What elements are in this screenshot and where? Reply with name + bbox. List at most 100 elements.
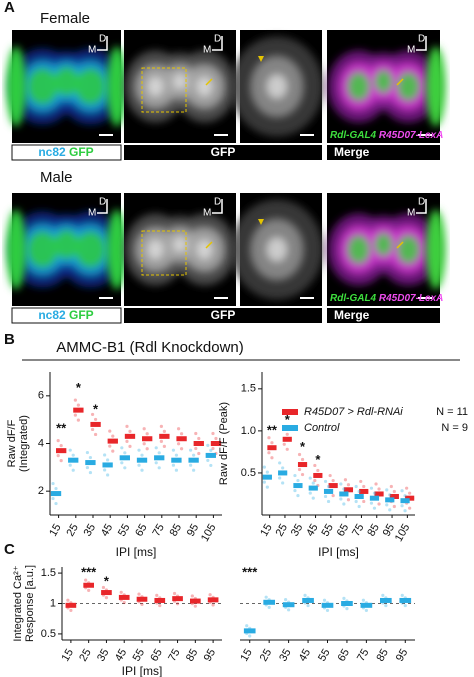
trial-dot (140, 468, 144, 472)
signal (196, 239, 213, 260)
trial-dot (172, 591, 177, 596)
trial-dot (316, 468, 320, 473)
mean-bar (359, 488, 369, 494)
legend-label: Control (304, 422, 340, 434)
trial-dot (262, 465, 266, 469)
significance: * (104, 574, 110, 589)
trial-dot (206, 443, 210, 448)
y-tick-label: 6 (38, 390, 44, 402)
micrograph-signal (230, 36, 323, 137)
significance: * (315, 452, 321, 467)
mean-bar (50, 491, 62, 497)
trial-dot (282, 442, 286, 446)
trial-dot (145, 447, 149, 451)
trial-dot (346, 483, 351, 487)
trial-dot (125, 424, 129, 428)
trial-dot (176, 442, 181, 446)
mean-bar (389, 493, 399, 499)
trial-dot (140, 453, 144, 457)
mean-bar (159, 433, 170, 439)
y-axis-label: (Integrated) (18, 415, 30, 472)
signal (53, 67, 80, 96)
signal (266, 74, 287, 99)
signal (347, 72, 370, 101)
trial-dot (111, 449, 115, 453)
x-tick-label: 55 (319, 522, 336, 539)
caption: Merge (334, 145, 370, 159)
trial-dot (326, 484, 331, 489)
trial-dot (51, 496, 55, 501)
trial-dot (342, 502, 346, 506)
trial-dot (293, 488, 297, 493)
x-axis-label: IPI [ms] (122, 664, 163, 677)
trial-dot (93, 432, 98, 437)
trial-dot (179, 432, 184, 436)
merge-label: Rdl-GAL4 R45D07-LexA (330, 293, 443, 304)
x-tick-label: 95 (381, 522, 398, 539)
trial-dot (155, 593, 159, 597)
trial-dot (88, 455, 93, 460)
mean-bar (380, 597, 392, 603)
y-tick-label: 4 (38, 437, 44, 449)
mean-bar (101, 590, 112, 596)
mean-bar (176, 436, 187, 442)
trial-dot (306, 603, 310, 608)
trial-dot (56, 439, 60, 443)
mean-bar (293, 483, 303, 489)
trial-dot (106, 473, 110, 477)
trial-dot (285, 432, 289, 436)
trial-dot (328, 473, 332, 478)
trial-dot (140, 602, 144, 606)
trial-dot (342, 487, 346, 491)
x-tick-label: 25 (77, 647, 94, 664)
signal (173, 73, 187, 90)
trial-dot (285, 447, 289, 451)
trial-dot (357, 504, 361, 509)
caption: nc82 GFP (38, 145, 93, 159)
trial-dot (162, 429, 166, 433)
caption: GFP (211, 308, 236, 322)
signal (27, 231, 58, 268)
x-tick-label: 65 (335, 522, 352, 539)
trial-dot (408, 506, 412, 510)
x-tick-label: 15 (47, 522, 64, 539)
x-tick-label: 35 (289, 522, 306, 539)
trial-dot (120, 446, 124, 450)
micrograph-signal (124, 213, 236, 286)
trial-dot (372, 506, 377, 510)
mean-bar (154, 455, 165, 461)
trial-dot (385, 488, 389, 492)
significance: * (76, 380, 82, 395)
mean-bar (118, 594, 130, 600)
x-tick-label: 85 (365, 522, 382, 539)
trial-dot (308, 491, 312, 495)
x-tick-label: 75 (355, 647, 372, 664)
significance: ** (267, 422, 278, 437)
y-axis-label: Integrated Ca²⁺ (12, 565, 24, 641)
trial-dot (208, 593, 212, 597)
trial-dot (71, 468, 75, 472)
trial-dot (189, 463, 193, 467)
y-tick-label: 1.0 (241, 425, 256, 437)
trial-dot (346, 498, 351, 502)
trial-dot (405, 486, 409, 490)
arrow (396, 241, 404, 249)
legend-label: R45D07 > Rdl-RNAi (304, 406, 403, 418)
legend-swatch (282, 409, 298, 415)
panel-label: B (4, 331, 15, 348)
arrow (205, 241, 213, 249)
x-tick-label: 105 (393, 522, 413, 544)
trial-dot (281, 466, 285, 470)
trial-dot (300, 457, 305, 462)
trial-dot (189, 448, 193, 452)
trial-dot (194, 431, 198, 436)
trial-dot (174, 453, 179, 457)
x-tick-label: 15 (238, 647, 255, 664)
trial-dot (403, 494, 407, 498)
trial-dot (171, 448, 176, 452)
trial-dot (362, 484, 366, 489)
micrograph-signal (230, 199, 323, 300)
trial-dot (248, 634, 252, 638)
significance: * (93, 402, 99, 417)
mean-bar (405, 495, 415, 501)
